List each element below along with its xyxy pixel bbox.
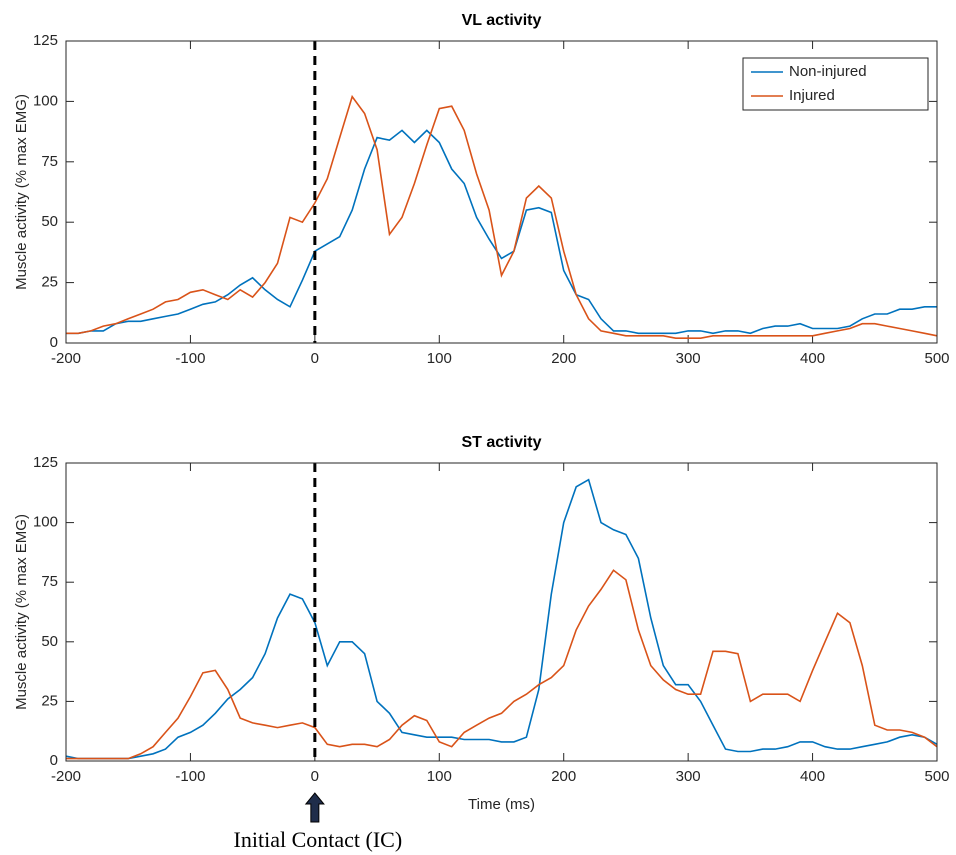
y-tick-label: 0 bbox=[50, 334, 58, 351]
y-tick-label: 50 bbox=[41, 213, 58, 230]
x-tick-label: -200 bbox=[51, 768, 81, 785]
axes-box bbox=[65, 40, 938, 344]
x-tick-label: 300 bbox=[676, 768, 701, 785]
series-line bbox=[66, 569, 938, 760]
y-tick-label: 25 bbox=[41, 274, 58, 291]
x-tick-label: 0 bbox=[311, 350, 319, 367]
y-tick-label: 0 bbox=[50, 752, 58, 769]
y-tick-label: 75 bbox=[41, 573, 58, 590]
y-axis-label: Muscle activity (% max EMG) bbox=[13, 514, 30, 710]
legend-label: Non-injured bbox=[789, 63, 867, 80]
y-tick-label: 125 bbox=[33, 454, 58, 471]
x-tick-label: 100 bbox=[427, 768, 452, 785]
y-tick-label: 50 bbox=[41, 633, 58, 650]
x-tick-label: 100 bbox=[427, 350, 452, 367]
legend-box bbox=[742, 57, 929, 111]
legend-label: Injured bbox=[789, 87, 835, 104]
series-line bbox=[65, 478, 938, 760]
y-tick-label: 125 bbox=[33, 32, 58, 49]
y-tick-label: 100 bbox=[33, 92, 58, 109]
x-tick-label: -100 bbox=[175, 350, 205, 367]
chart-title: ST activity bbox=[461, 434, 541, 451]
x-tick-label: 0 bbox=[311, 768, 319, 785]
series-line bbox=[66, 94, 938, 339]
x-tick-label: -200 bbox=[51, 350, 81, 367]
x-tick-label: 400 bbox=[800, 350, 825, 367]
y-axis-label: Muscle activity (% max EMG) bbox=[13, 94, 30, 290]
x-tick-label: 300 bbox=[676, 350, 701, 367]
annotation: Initial Contact (IC) bbox=[234, 827, 403, 852]
y-tick-label: 100 bbox=[33, 514, 58, 531]
axes-box bbox=[65, 462, 938, 762]
chart-title: VL activity bbox=[462, 12, 542, 29]
y-tick-label: 25 bbox=[41, 692, 58, 709]
x-tick-label: 200 bbox=[551, 768, 576, 785]
x-tick-label: 500 bbox=[924, 768, 949, 785]
x-tick-label: 400 bbox=[800, 768, 825, 785]
x-tick-label: 500 bbox=[924, 350, 949, 367]
x-tick-label: 200 bbox=[551, 350, 576, 367]
series-line bbox=[66, 129, 937, 335]
x-axis-label: Time (ms) bbox=[468, 796, 535, 813]
y-tick-label: 75 bbox=[41, 153, 58, 170]
ic-arrow bbox=[304, 792, 325, 823]
x-tick-label: -100 bbox=[175, 768, 205, 785]
